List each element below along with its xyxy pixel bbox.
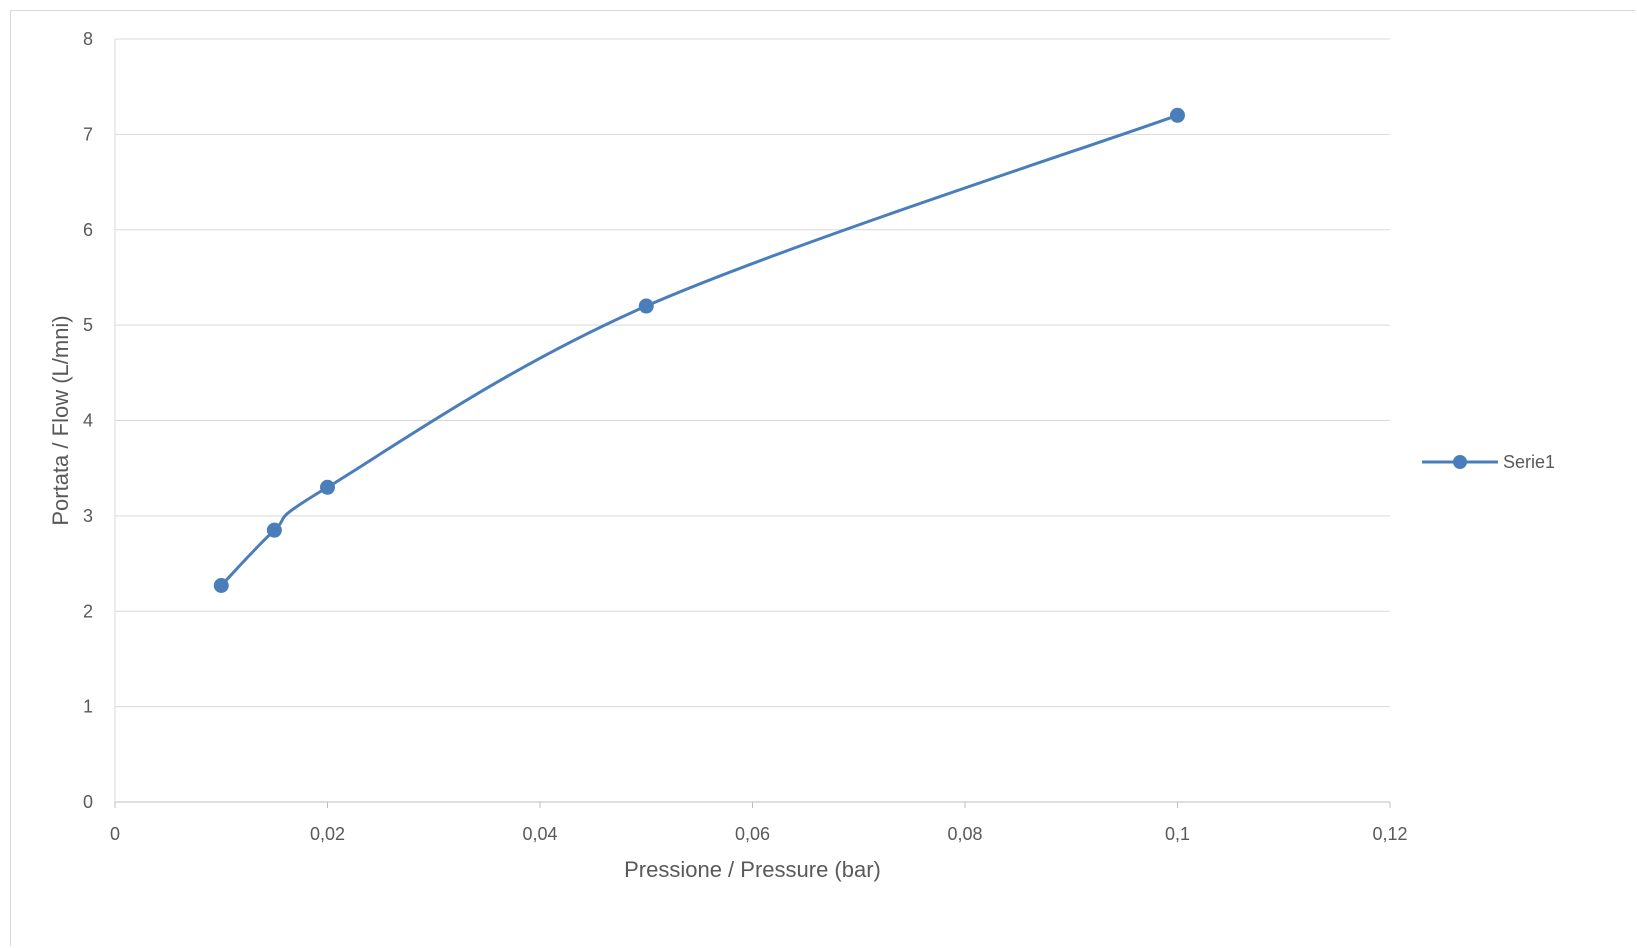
y-tick-label-8: 8: [83, 29, 93, 49]
grid-lines: [115, 38, 1390, 708]
legend-marker: [1453, 455, 1467, 469]
data-point-0-1[interactable]: [266, 522, 282, 538]
y-tick-label-4: 4: [83, 411, 93, 431]
x-tick-label-3: 0,06: [735, 824, 770, 844]
data-point-0-0[interactable]: [213, 577, 229, 593]
axes: [114, 39, 1391, 808]
y-tick-label-6: 6: [83, 220, 93, 240]
x-tick-labels: 0 0,02 0,04 0,06 0,08 0,1 0,12: [110, 824, 1408, 844]
chart-frame: [10, 10, 1635, 946]
y-tick-label-2: 2: [83, 601, 93, 621]
y-axis-title: Portata / Flow (L/mni): [48, 315, 73, 525]
y-tick-label-5: 5: [83, 315, 93, 335]
x-tick-label-0: 0: [110, 824, 120, 844]
series-line-0: [219, 113, 1179, 587]
x-axis-title: Pressione / Pressure (bar): [624, 857, 881, 882]
y-tick-label-1: 1: [83, 697, 93, 717]
legend-label-serie1: Serie1: [1503, 452, 1555, 472]
x-tick-label-4: 0,08: [947, 824, 982, 844]
y-tick-label-3: 3: [83, 506, 93, 526]
data-point-0-2[interactable]: [320, 479, 335, 495]
x-tick-label-5: 0,1: [1165, 824, 1190, 844]
y-tick-labels: 0 1 2 3 4 5 6 7 8: [83, 29, 93, 812]
y-tick-label-7: 7: [83, 124, 93, 144]
legend[interactable]: Serie1: [1422, 452, 1555, 472]
y-tick-label-0: 0: [83, 792, 93, 812]
series-group: [213, 107, 1185, 593]
x-tick-label-2: 0,04: [522, 824, 557, 844]
data-point-0-3[interactable]: [638, 298, 654, 314]
x-tick-label-1: 0,02: [310, 824, 345, 844]
x-tick-label-6: 0,12: [1372, 824, 1407, 844]
data-point-0-4[interactable]: [1170, 107, 1185, 123]
